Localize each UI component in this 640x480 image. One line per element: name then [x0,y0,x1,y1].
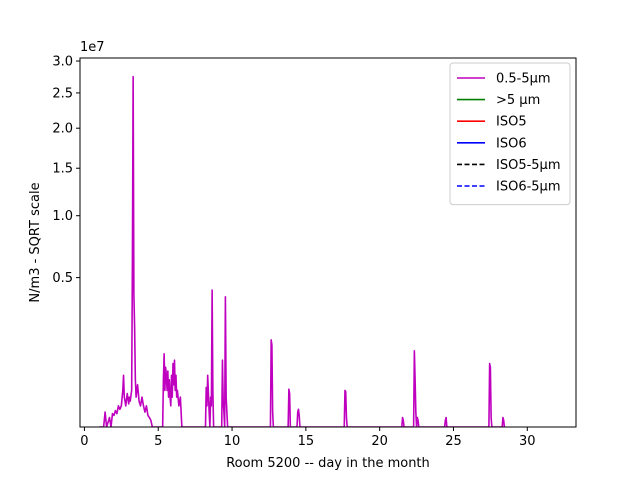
y-tick-label: 2.0 [52,122,73,137]
y-axis: 0.5 1.0 1.5 2.0 2.5 3.0 [52,55,80,286]
legend-label: 0.5-5µm [496,72,551,87]
x-tick-label: 5 [154,434,162,449]
legend-label: ISO5-5µm [496,158,561,173]
x-tick-label: 0 [80,434,88,449]
y-tick-label: 1.0 [52,209,73,224]
x-axis-label: Room 5200 -- day in the month [226,456,430,471]
y-tick-label: 1.5 [52,162,73,177]
legend-label: ISO6 [496,136,527,151]
x-axis: 0 5 10 15 20 25 30 [80,427,536,449]
plot-frame [79,57,577,428]
y-tick-label: 3.0 [52,55,73,70]
x-tick-label: 20 [371,434,388,449]
x-tick-label: 30 [519,434,536,449]
legend: 0.5-5µm >5 µm ISO5 ISO6 ISO5-5µm ISO6-5µm [449,62,571,206]
y-tick-label: 2.5 [52,86,73,101]
x-tick-label: 10 [224,434,241,449]
y-axis-label: N/m3 - SQRT scale [28,182,43,302]
y-tick-label: 0.5 [52,271,73,286]
series-line-0 [99,75,506,427]
y-axis-multiplier: 1e7 [80,40,105,55]
legend-label: ISO6-5µm [496,180,561,195]
legend-label: >5 µm [496,93,540,108]
legend-label: ISO5 [496,115,527,130]
legend-box [449,62,571,206]
x-tick-label: 25 [445,434,462,449]
x-tick-label: 15 [298,434,315,449]
